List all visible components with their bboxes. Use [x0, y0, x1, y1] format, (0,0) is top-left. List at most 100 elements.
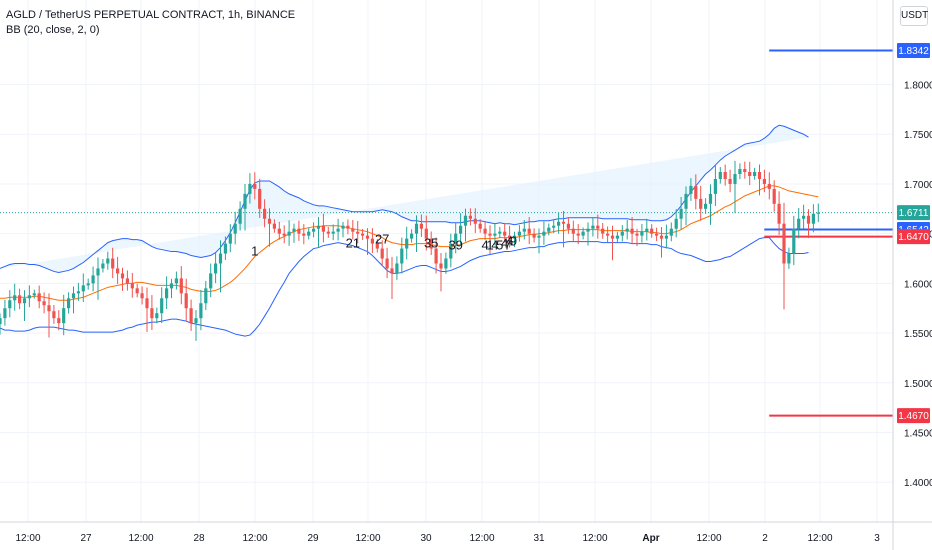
candle-body [209, 273, 213, 289]
time-tick-label: 12:00 [242, 533, 267, 544]
candle-body [478, 223, 482, 229]
time-tick-label: 12:00 [128, 533, 153, 544]
price-tag-label: 1.8342 [898, 46, 929, 57]
price-tag-label: 1.4670 [898, 411, 929, 422]
bollinger-bands [0, 124, 819, 337]
candle-body [199, 303, 203, 319]
candlesticks [0, 160, 820, 341]
time-tick-label: 31 [533, 533, 545, 544]
candle-body [297, 228, 301, 234]
lower-band-line [0, 237, 809, 337]
candle-body [762, 178, 766, 184]
candle-body [429, 238, 433, 249]
candle-body [116, 268, 120, 274]
candle-body [537, 235, 541, 238]
candle-body [606, 233, 610, 236]
candle-body [748, 172, 752, 176]
candle-body [596, 225, 600, 229]
candle-body [517, 231, 521, 236]
candle-body [532, 233, 536, 238]
candle-body [439, 263, 443, 269]
candle-body [757, 172, 762, 179]
candle-body [576, 233, 580, 236]
price-tick-label: 1.4000 [904, 478, 932, 489]
candle-body [140, 293, 144, 299]
candle-body [650, 228, 654, 234]
candle-body [645, 228, 649, 232]
candle-body [395, 263, 399, 274]
candle-body [106, 258, 110, 264]
candle-body [542, 231, 546, 236]
candle-body [557, 221, 561, 226]
time-tick-label: 29 [307, 533, 319, 544]
time-tick-label: 12:00 [469, 533, 494, 544]
candle-body [777, 203, 781, 224]
candle-body [444, 258, 448, 269]
candle-body [287, 231, 291, 236]
candle-body [410, 233, 414, 239]
candle-body [67, 298, 71, 309]
candle-body [351, 228, 355, 232]
candle-body [473, 218, 477, 224]
candle-body [361, 233, 365, 236]
candle-body [179, 278, 183, 294]
candle-body [483, 228, 487, 234]
candle-body [150, 308, 154, 319]
candle-body [713, 178, 717, 194]
candle-body [81, 285, 85, 292]
candle-body [302, 233, 306, 236]
currency-selector[interactable]: USDT [900, 6, 928, 26]
candle-body [591, 225, 595, 229]
annotation-label: 1 [251, 244, 258, 259]
candle-body [674, 218, 678, 229]
candle-body [174, 278, 178, 284]
price-tag [897, 229, 930, 245]
candle-body [194, 318, 198, 324]
candle-body [238, 208, 242, 224]
candle-body [184, 293, 188, 309]
candle-body [101, 263, 105, 269]
candle-body [454, 233, 458, 244]
candle-body [522, 228, 526, 232]
time-tick-label: 12:00 [355, 533, 380, 544]
candle-body [610, 235, 615, 239]
candle-body [743, 169, 747, 173]
candle-body [223, 243, 227, 254]
grid [0, 0, 893, 522]
candle-body [694, 185, 698, 199]
basis-line [0, 185, 819, 301]
annotation-label: 35 [424, 236, 438, 251]
price-tag [897, 43, 930, 59]
candle-body [316, 225, 321, 229]
time-tick-label: 12:00 [696, 533, 721, 544]
candle-body [679, 208, 683, 219]
candle-body [120, 273, 125, 279]
candle-body [566, 223, 570, 229]
candle-body [214, 263, 218, 274]
candle-body [527, 228, 531, 234]
horizontal-levels[interactable] [0, 49, 893, 417]
candle-body [738, 169, 742, 174]
indicator-title[interactable]: BB (20, close, 2, 0) [6, 24, 100, 36]
candle-body [272, 223, 276, 229]
candle-body [664, 235, 668, 239]
candle-body [218, 253, 223, 264]
candle-body [307, 231, 311, 236]
candle-body [321, 225, 325, 232]
annotation-label: 1 [486, 238, 493, 253]
symbol-title[interactable]: AGLD / TetherUS PERPETUAL CONTRACT, 1h, … [6, 9, 296, 21]
candle-body [571, 228, 575, 234]
price-tick-label: 1.4500 [904, 429, 932, 440]
candle-body [111, 258, 115, 269]
candle-body [76, 291, 80, 294]
candle-body [640, 231, 644, 236]
price-tick-label: 1.5000 [904, 379, 932, 390]
candle-body [233, 223, 237, 234]
price-tag [897, 205, 930, 221]
candle-body [434, 248, 438, 264]
candle-body [625, 228, 629, 232]
candle-body [792, 228, 796, 254]
